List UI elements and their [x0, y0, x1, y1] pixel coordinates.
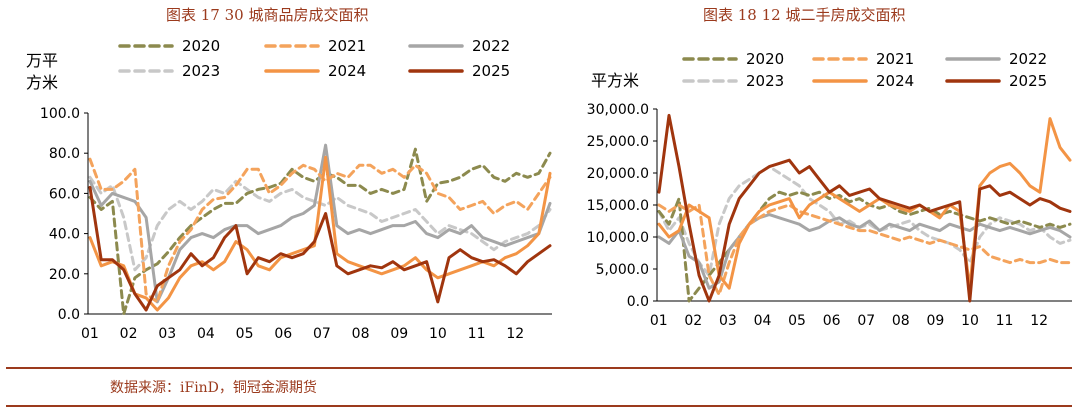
- x-tick-label: 09: [926, 313, 944, 329]
- y-tick-label: 60.0: [49, 186, 80, 202]
- legend-label-2021: 2021: [328, 37, 366, 55]
- x-tick-label: 04: [197, 326, 215, 342]
- y-tick-label: 0.0: [58, 307, 80, 323]
- x-tick-label: 07: [857, 313, 875, 329]
- series-line-2022: [657, 213, 1072, 290]
- y-tick-label: 10,000.0: [587, 230, 649, 246]
- legend-label-2020: 2020: [182, 37, 220, 55]
- x-tick-label: 11: [468, 326, 486, 342]
- y-tick-label: 5,000.0: [596, 262, 649, 278]
- x-tick-label: 03: [719, 313, 737, 329]
- x-tick-label: 05: [236, 326, 254, 342]
- series-line-2021: [657, 203, 1072, 297]
- chart2: 0.0 5,000.0 10,000.0 15,000.0 20,000.0 25,000…: [587, 50, 1072, 329]
- legend-label-2020: 2020: [746, 50, 784, 68]
- source-note: 数据来源：iFinD，铜冠金源期货: [110, 380, 317, 396]
- x-tick-label: 09: [390, 326, 408, 342]
- x-tick-label: 08: [892, 313, 910, 329]
- x-tick-label: 01: [650, 313, 668, 329]
- x-tick-label: 06: [274, 326, 292, 342]
- legend-label-2024: 2024: [328, 62, 366, 80]
- x-tick-label: 02: [120, 326, 138, 342]
- series-line-2025: [88, 185, 552, 312]
- x-tick-label: 11: [996, 313, 1014, 329]
- y-tick-label: 0.0: [627, 294, 649, 310]
- x-tick-label: 03: [158, 326, 176, 342]
- y-tick-label: 80.0: [49, 146, 80, 162]
- legend-label-2023: 2023: [746, 72, 784, 90]
- y-tick-label: 25,000.0: [587, 134, 649, 150]
- y-tick-label: 20,000.0: [587, 166, 649, 182]
- y-axis-label: 平方米: [591, 71, 639, 90]
- x-tick-label: 04: [754, 313, 772, 329]
- x-tick-label: 02: [684, 313, 702, 329]
- legend-label-2022: 2022: [1009, 50, 1047, 68]
- legend-label-2021: 2021: [876, 50, 914, 68]
- x-tick-label: 05: [788, 313, 806, 329]
- y-axis-label: 方米: [26, 73, 58, 92]
- x-tick-label: 07: [313, 326, 331, 342]
- x-tick-label: 12: [1030, 313, 1048, 329]
- divider-top: [6, 367, 1072, 369]
- y-tick-label: 30,000.0: [587, 102, 649, 118]
- series-line-2025: [657, 113, 1072, 303]
- series-line-2024: [88, 155, 552, 312]
- y-tick-label: 15,000.0: [587, 198, 649, 214]
- legend-label-2022: 2022: [472, 37, 510, 55]
- chart1: 0.0 20.0 40.0 60.0 80.0 100.0 01 02 03 04 05 06 07 08…: [26, 37, 552, 342]
- x-tick-label: 10: [429, 326, 447, 342]
- legend-label-2025: 2025: [1009, 72, 1047, 90]
- y-tick-label: 100.0: [40, 106, 80, 122]
- legend-label-2025: 2025: [472, 62, 510, 80]
- y-tick-label: 20.0: [49, 267, 80, 283]
- x-tick-label: 08: [352, 326, 370, 342]
- legend-label-2023: 2023: [182, 62, 220, 80]
- x-tick-label: 12: [506, 326, 524, 342]
- series-line-2021: [88, 157, 552, 304]
- chart1-title: 图表 17 30 城商品房成交面积: [166, 6, 369, 24]
- series-line-2024: [657, 117, 1072, 290]
- divider-bottom: [6, 405, 1072, 407]
- x-tick-label: 01: [81, 326, 99, 342]
- y-axis-label: 万平: [26, 51, 58, 70]
- x-tick-label: 10: [961, 313, 979, 329]
- chart2-title: 图表 18 12 城二手房成交面积: [703, 6, 906, 24]
- legend-label-2024: 2024: [876, 72, 914, 90]
- y-tick-label: 40.0: [49, 227, 80, 243]
- x-tick-label: 06: [823, 313, 841, 329]
